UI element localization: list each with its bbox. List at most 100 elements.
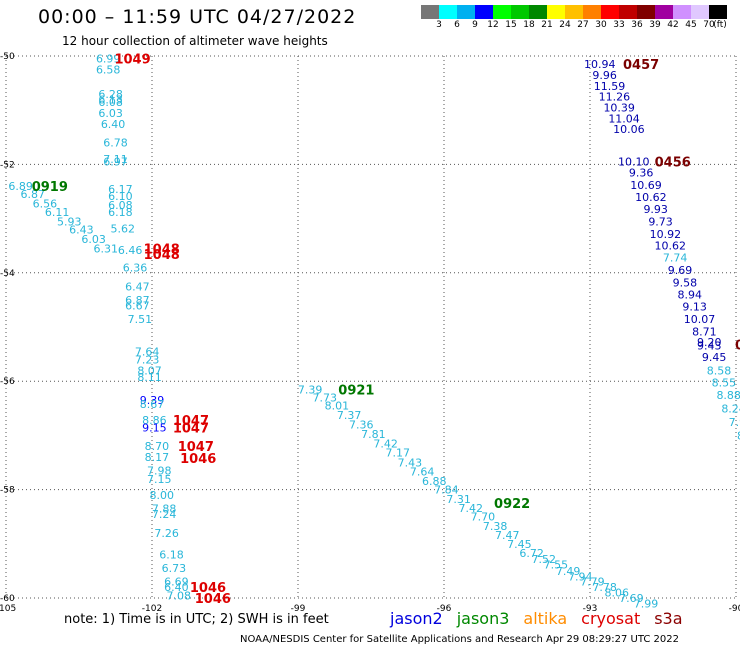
satellite-legend: jason2 jason3 altika cryosat s3a — [390, 609, 697, 628]
wave-height-value: 8.70 — [145, 440, 170, 453]
wave-height-value: 7.64 — [135, 345, 160, 358]
wave-height-value: 7.37 — [337, 409, 362, 422]
wave-height-value: 6.31 — [94, 242, 119, 255]
wave-height-value: 6.72 — [519, 547, 544, 560]
wave-height-value: 7.38 — [483, 520, 508, 533]
wave-height-value: 7.99 — [634, 597, 659, 610]
wave-height-value: 6.56 — [33, 197, 58, 210]
wave-height-value: 7.26 — [154, 527, 179, 540]
wave-height-value: 10.06 — [613, 123, 645, 136]
wave-height-value: 8.58 — [707, 364, 732, 377]
wave-height-value: 9.15 — [142, 421, 167, 434]
wave-height-value: 8.17 — [145, 451, 170, 464]
wave-height-value: 7.73 — [313, 391, 338, 404]
wave-height-value: 6.67 — [125, 299, 150, 312]
wave-height-value: 7.31 — [446, 493, 471, 506]
wave-height-value: 6.18 — [159, 549, 184, 562]
wave-height-value: 6.40 — [101, 118, 126, 131]
wave-height-value: 7.70 — [471, 511, 496, 524]
color-scale-swatch — [601, 5, 619, 19]
lon-tick-label: -93 — [583, 604, 598, 614]
wave-height-value: 8.88 — [716, 389, 740, 402]
pass-time-label: 0455 — [735, 338, 740, 353]
color-scale-swatch — [493, 5, 511, 19]
pass-time-label: 1046 — [180, 452, 216, 467]
wave-height-value: 10.39 — [603, 101, 635, 114]
wave-height-value: 10.10 — [618, 156, 650, 169]
wave-height-value: 6.58 — [96, 64, 121, 77]
wave-height-value: 6.40 — [164, 581, 189, 594]
color-scale-swatch — [673, 5, 691, 19]
wave-height-value: 7.52 — [532, 553, 557, 566]
wave-height-value: 7.55 — [544, 558, 569, 571]
wave-height-value: 11.59 — [594, 80, 626, 93]
wave-height-value: 6.17 — [108, 183, 133, 196]
lon-tick-label: -102 — [142, 604, 162, 614]
wave-height-value: 8.07 — [137, 364, 162, 377]
wave-height-value: 11.26 — [599, 91, 631, 104]
pass-time-label: 1047 — [178, 440, 214, 455]
wave-height-value: 7.79 — [580, 576, 605, 589]
wave-height-value: 8.86 — [142, 414, 167, 427]
wave-height-value: 8.06 — [605, 587, 630, 600]
color-scale-label: 36 — [631, 20, 643, 30]
units-note: note: 1) Time is in UTC; 2) SWH is in fe… — [64, 612, 329, 627]
color-scale-swatch — [709, 5, 727, 19]
color-scale-label: 45 — [685, 20, 697, 30]
color-scale-label: 12 — [487, 20, 499, 30]
color-scale-label: 6 — [454, 20, 460, 30]
wave-height-value: 5.62 — [111, 222, 136, 235]
color-scale-swatch — [691, 5, 709, 19]
wave-height-value: 9.93 — [643, 203, 668, 216]
color-scale-label: 9 — [472, 20, 478, 30]
wave-height-value: 7.81 — [361, 428, 386, 441]
wave-height-value: 7.88 — [152, 503, 177, 516]
wave-height-value: 6.08 — [108, 199, 133, 212]
wave-height-value: 9.58 — [673, 277, 698, 290]
wave-height-value: 7.39 — [298, 383, 323, 396]
wave-height-value: 9.36 — [629, 167, 654, 180]
lon-tick-label: -105 — [0, 604, 16, 614]
lat-tick-label: -58 — [0, 486, 15, 496]
color-scale-swatch — [565, 5, 583, 19]
wave-height-value: 6.87 — [125, 294, 150, 307]
wave-height-value: 7.43 — [398, 457, 423, 470]
wave-height-value: 7.64 — [410, 466, 435, 479]
wave-height-value: 6.43 — [69, 223, 94, 236]
wave-height-value: 6.47 — [125, 280, 150, 293]
wave-height-value: 8.01 — [325, 400, 350, 413]
wave-height-value: 6.03 — [81, 233, 106, 246]
wave-height-value: 9.13 — [682, 300, 707, 313]
wave-height-value: 7.69 — [619, 592, 644, 605]
color-scale-swatch — [421, 5, 439, 19]
lon-tick-label: -99 — [291, 604, 306, 614]
wave-height-value: 6.78 — [103, 137, 128, 150]
pass-time-label: 1046 — [195, 592, 231, 607]
legend-jason3: jason3 — [456, 609, 510, 628]
wave-height-value: 9.45 — [702, 351, 727, 364]
pass-time-label: 1048 — [144, 248, 180, 263]
wave-height-value: 11.04 — [608, 112, 640, 125]
wave-height-value: 8.67 — [140, 398, 165, 411]
lat-tick-label: -50 — [0, 52, 15, 62]
legend-s3a: s3a — [654, 609, 683, 628]
wave-height-value: 6.88 — [422, 475, 447, 488]
color-scale-label: 70 — [703, 20, 715, 30]
pass-time-label: 0921 — [338, 383, 374, 398]
legend-altika: altika — [523, 609, 568, 628]
lon-tick-label: -96 — [437, 604, 452, 614]
wave-height-value: 7.74 — [663, 252, 688, 265]
wave-height-value: 6.36 — [123, 261, 148, 274]
wave-height-value: 8.24 — [721, 402, 740, 415]
color-scale-swatch — [583, 5, 601, 19]
wave-height-value: 9.96 — [592, 69, 617, 82]
color-scale-swatch — [637, 5, 655, 19]
color-scale-swatch — [511, 5, 529, 19]
color-scale-unit: (ft) — [713, 20, 727, 30]
color-scale-label: 30 — [595, 20, 607, 30]
wave-height-value: 6.10 — [108, 190, 133, 203]
wave-height-value: 7.17 — [386, 447, 411, 460]
lat-tick-label: -52 — [0, 160, 15, 170]
color-scale-label: 15 — [505, 20, 517, 30]
